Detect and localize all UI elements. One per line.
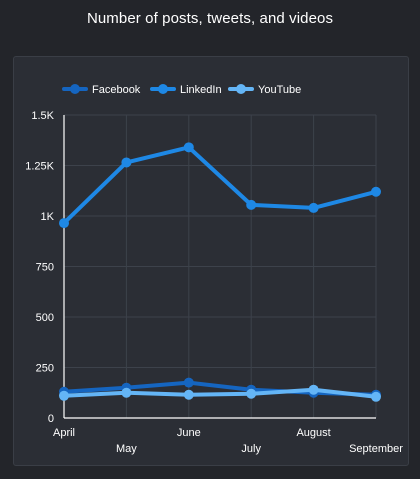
- legend-swatch-marker: [158, 84, 168, 94]
- data-point-youtube[interactable]: [371, 391, 381, 402]
- data-point-linkedin[interactable]: [59, 218, 69, 229]
- legend-swatch-marker: [70, 84, 80, 94]
- y-tick-label: 250: [36, 363, 54, 375]
- data-point-youtube[interactable]: [183, 389, 194, 400]
- data-point-youtube[interactable]: [121, 387, 132, 398]
- grid: [64, 114, 377, 418]
- data-point-youtube[interactable]: [308, 384, 319, 395]
- y-tick-label: 1.5K: [31, 110, 54, 122]
- data-point-youtube[interactable]: [246, 388, 257, 399]
- series-lines: [59, 142, 381, 402]
- chart-panel: [13, 56, 409, 466]
- data-point-linkedin[interactable]: [183, 142, 194, 153]
- y-tick-label: 500: [36, 312, 54, 324]
- data-point-linkedin[interactable]: [246, 199, 257, 210]
- data-point-linkedin[interactable]: [121, 157, 132, 168]
- data-point-linkedin[interactable]: [308, 202, 319, 213]
- series-line-linkedin: [62, 145, 378, 226]
- series-line-youtube: [62, 387, 378, 399]
- data-point-facebook[interactable]: [183, 377, 194, 388]
- legend-item-youtube[interactable]: YouTube: [258, 84, 301, 96]
- series-line-facebook: [62, 380, 378, 397]
- legend-item-facebook[interactable]: Facebook: [92, 84, 141, 96]
- data-point-linkedin[interactable]: [371, 186, 381, 197]
- x-tick-label: June: [177, 427, 201, 439]
- chart-title: Number of posts, tweets, and videos: [86, 10, 334, 27]
- tick-labels: 0 250 500 750 1K 1.25K 1.5K April May June July Aug…: [25, 110, 403, 455]
- x-tick-label: September: [349, 443, 403, 455]
- x-tick-label: April: [53, 427, 75, 439]
- x-tick-label: July: [241, 443, 261, 455]
- data-point-youtube[interactable]: [59, 390, 69, 401]
- legend-item-linkedin[interactable]: LinkedIn: [180, 84, 222, 96]
- legend: Facebook LinkedIn YouTube: [62, 84, 301, 96]
- axes: [63, 115, 376, 419]
- legend-swatch-marker: [236, 84, 246, 94]
- y-tick-label: 750: [36, 262, 54, 274]
- y-tick-label: 1.25K: [25, 161, 54, 173]
- x-tick-label: May: [116, 443, 137, 455]
- x-tick-label: August: [296, 427, 330, 439]
- y-tick-label: 0: [48, 413, 54, 425]
- y-tick-label: 1K: [41, 211, 55, 223]
